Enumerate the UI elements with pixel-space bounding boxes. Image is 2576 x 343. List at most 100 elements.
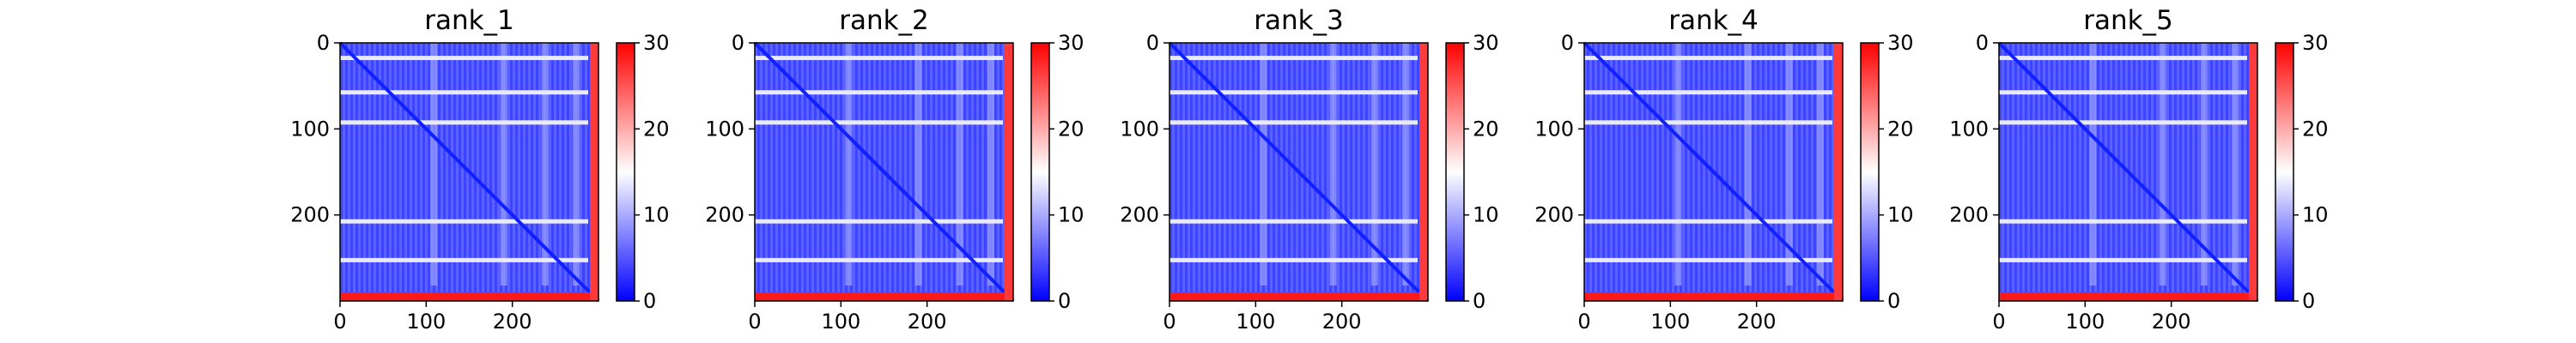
panel-title: rank_5 [2083,5,2173,36]
x-tick-label: 0 [1992,310,2005,334]
heatmap-panel: rank_4 0 100 200 0 100 200 0 10 20 30 [1534,5,1913,334]
x-tick-label: 0 [1577,310,1590,334]
colorbar-tick-label: 30 [1058,31,1084,55]
heatmap-row [1999,90,2247,95]
colorbar-tick-label: 0 [2302,289,2315,313]
y-tick-label: 0 [1976,31,1989,55]
y-tick-label: 200 [1949,203,1989,227]
panel-title: rank_1 [424,5,514,36]
heatmap-row [1170,257,1418,262]
heatmap-diagonal [1583,41,1844,303]
heatmap-row [1999,257,2247,262]
x-tick-label: 100 [406,310,446,334]
heatmap-band [2231,43,2239,286]
heatmap-band [430,43,438,286]
heatmap-red-cols [2248,43,2257,301]
y-tick-label: 100 [705,117,744,141]
heatmap-band [2159,43,2166,286]
heatmap-diagonal [753,41,1015,303]
colorbar-tick-label: 20 [643,117,670,141]
colorbar [1030,42,1050,302]
heatmap-band [1370,43,1378,286]
heatmap-red-rows [340,292,598,301]
y-tick-label: 100 [1949,117,1989,141]
y-tick-label: 0 [732,31,744,55]
heatmap-row [755,257,1003,262]
heatmap-diagonal [1168,41,1430,303]
heatmap-panel: rank_5 0 100 200 0 100 200 0 10 20 30 [1949,5,2328,334]
y-tick-label: 0 [1146,31,1159,55]
plot-frame [339,42,599,302]
x-tick-label: 0 [333,310,346,334]
heatmap-row [755,219,1003,224]
colorbar-tick-label: 10 [1058,203,1084,227]
x-tick-label: 100 [1236,310,1275,334]
heatmap-band [1744,43,1752,286]
heatmap-row [755,56,1003,61]
heatmap-diagonal [1997,41,2259,303]
x-tick-label: 100 [1650,310,1690,334]
y-tick-label: 100 [290,117,330,141]
y-tick-label: 100 [1120,117,1159,141]
x-tick-label: 200 [1737,310,1777,334]
x-tick-label: 0 [748,310,761,334]
colorbar-tick-label: 10 [2302,203,2329,227]
heatmap-band [2200,43,2208,286]
heatmap-row [340,120,588,125]
x-tick-label: 200 [908,310,947,334]
heatmap-red-cols [1004,43,1013,301]
heatmap-panel: rank_2 0 100 200 0 100 200 0 10 20 30 [705,5,1084,334]
heatmap-band [956,43,963,286]
heatmap-band [1816,43,1824,286]
heatmap-band [1329,43,1337,286]
plot-frame [1998,42,2258,302]
colorbar-tick-label: 30 [1887,31,1914,55]
colorbar-tick-label: 0 [643,289,656,313]
plot-frame [754,42,1014,302]
y-tick-label: 0 [317,31,330,55]
colorbar-tick-label: 20 [2302,117,2329,141]
colorbar-tick-label: 0 [1058,289,1071,313]
colorbar [616,42,635,302]
colorbar-tick-label: 30 [1473,31,1499,55]
heatmap-red-rows [1170,292,1428,301]
y-tick-label: 200 [705,203,744,227]
heatmap-panel: rank_3 0 100 200 0 100 200 0 10 20 30 [1120,5,1498,334]
heatmap-red-cols [589,43,598,301]
heatmap-diagonal [338,41,600,303]
y-tick-label: 100 [1534,117,1574,141]
heatmap-row [1584,120,1832,125]
x-tick-label: 200 [2152,310,2191,334]
colorbar-tick-label: 30 [2302,31,2329,55]
heatmap-row [1584,219,1832,224]
heatmap-row [1170,56,1418,61]
heatmap-band [2089,43,2097,286]
colorbar [1860,42,1880,302]
plot-frame [1583,42,1844,302]
y-tick-label: 200 [1534,203,1574,227]
x-tick-label: 0 [1163,310,1176,334]
heatmap-band [987,43,994,286]
colorbar-tick-label: 20 [1473,117,1499,141]
heatmap-row [340,90,588,95]
panel-title: rank_2 [839,5,929,36]
heatmap-red-rows [1584,292,1843,301]
heatmap-row [340,257,588,262]
heatmap-band [1260,43,1267,286]
y-tick-label: 0 [1561,31,1574,55]
y-tick-label: 200 [290,203,330,227]
heatmap-red-cols [1419,43,1428,301]
heatmap-band [541,43,549,286]
x-tick-label: 100 [821,310,860,334]
heatmap-band [914,43,922,286]
colorbar [2275,42,2294,302]
panel-title: rank_3 [1254,5,1344,36]
colorbar-tick-label: 10 [1887,203,1914,227]
heatmap-red-rows [755,292,1013,301]
heatmap-row [1584,90,1832,95]
panel-title: rank_4 [1668,5,1759,36]
heatmap-row [1584,257,1832,262]
colorbar-tick-label: 10 [643,203,670,227]
